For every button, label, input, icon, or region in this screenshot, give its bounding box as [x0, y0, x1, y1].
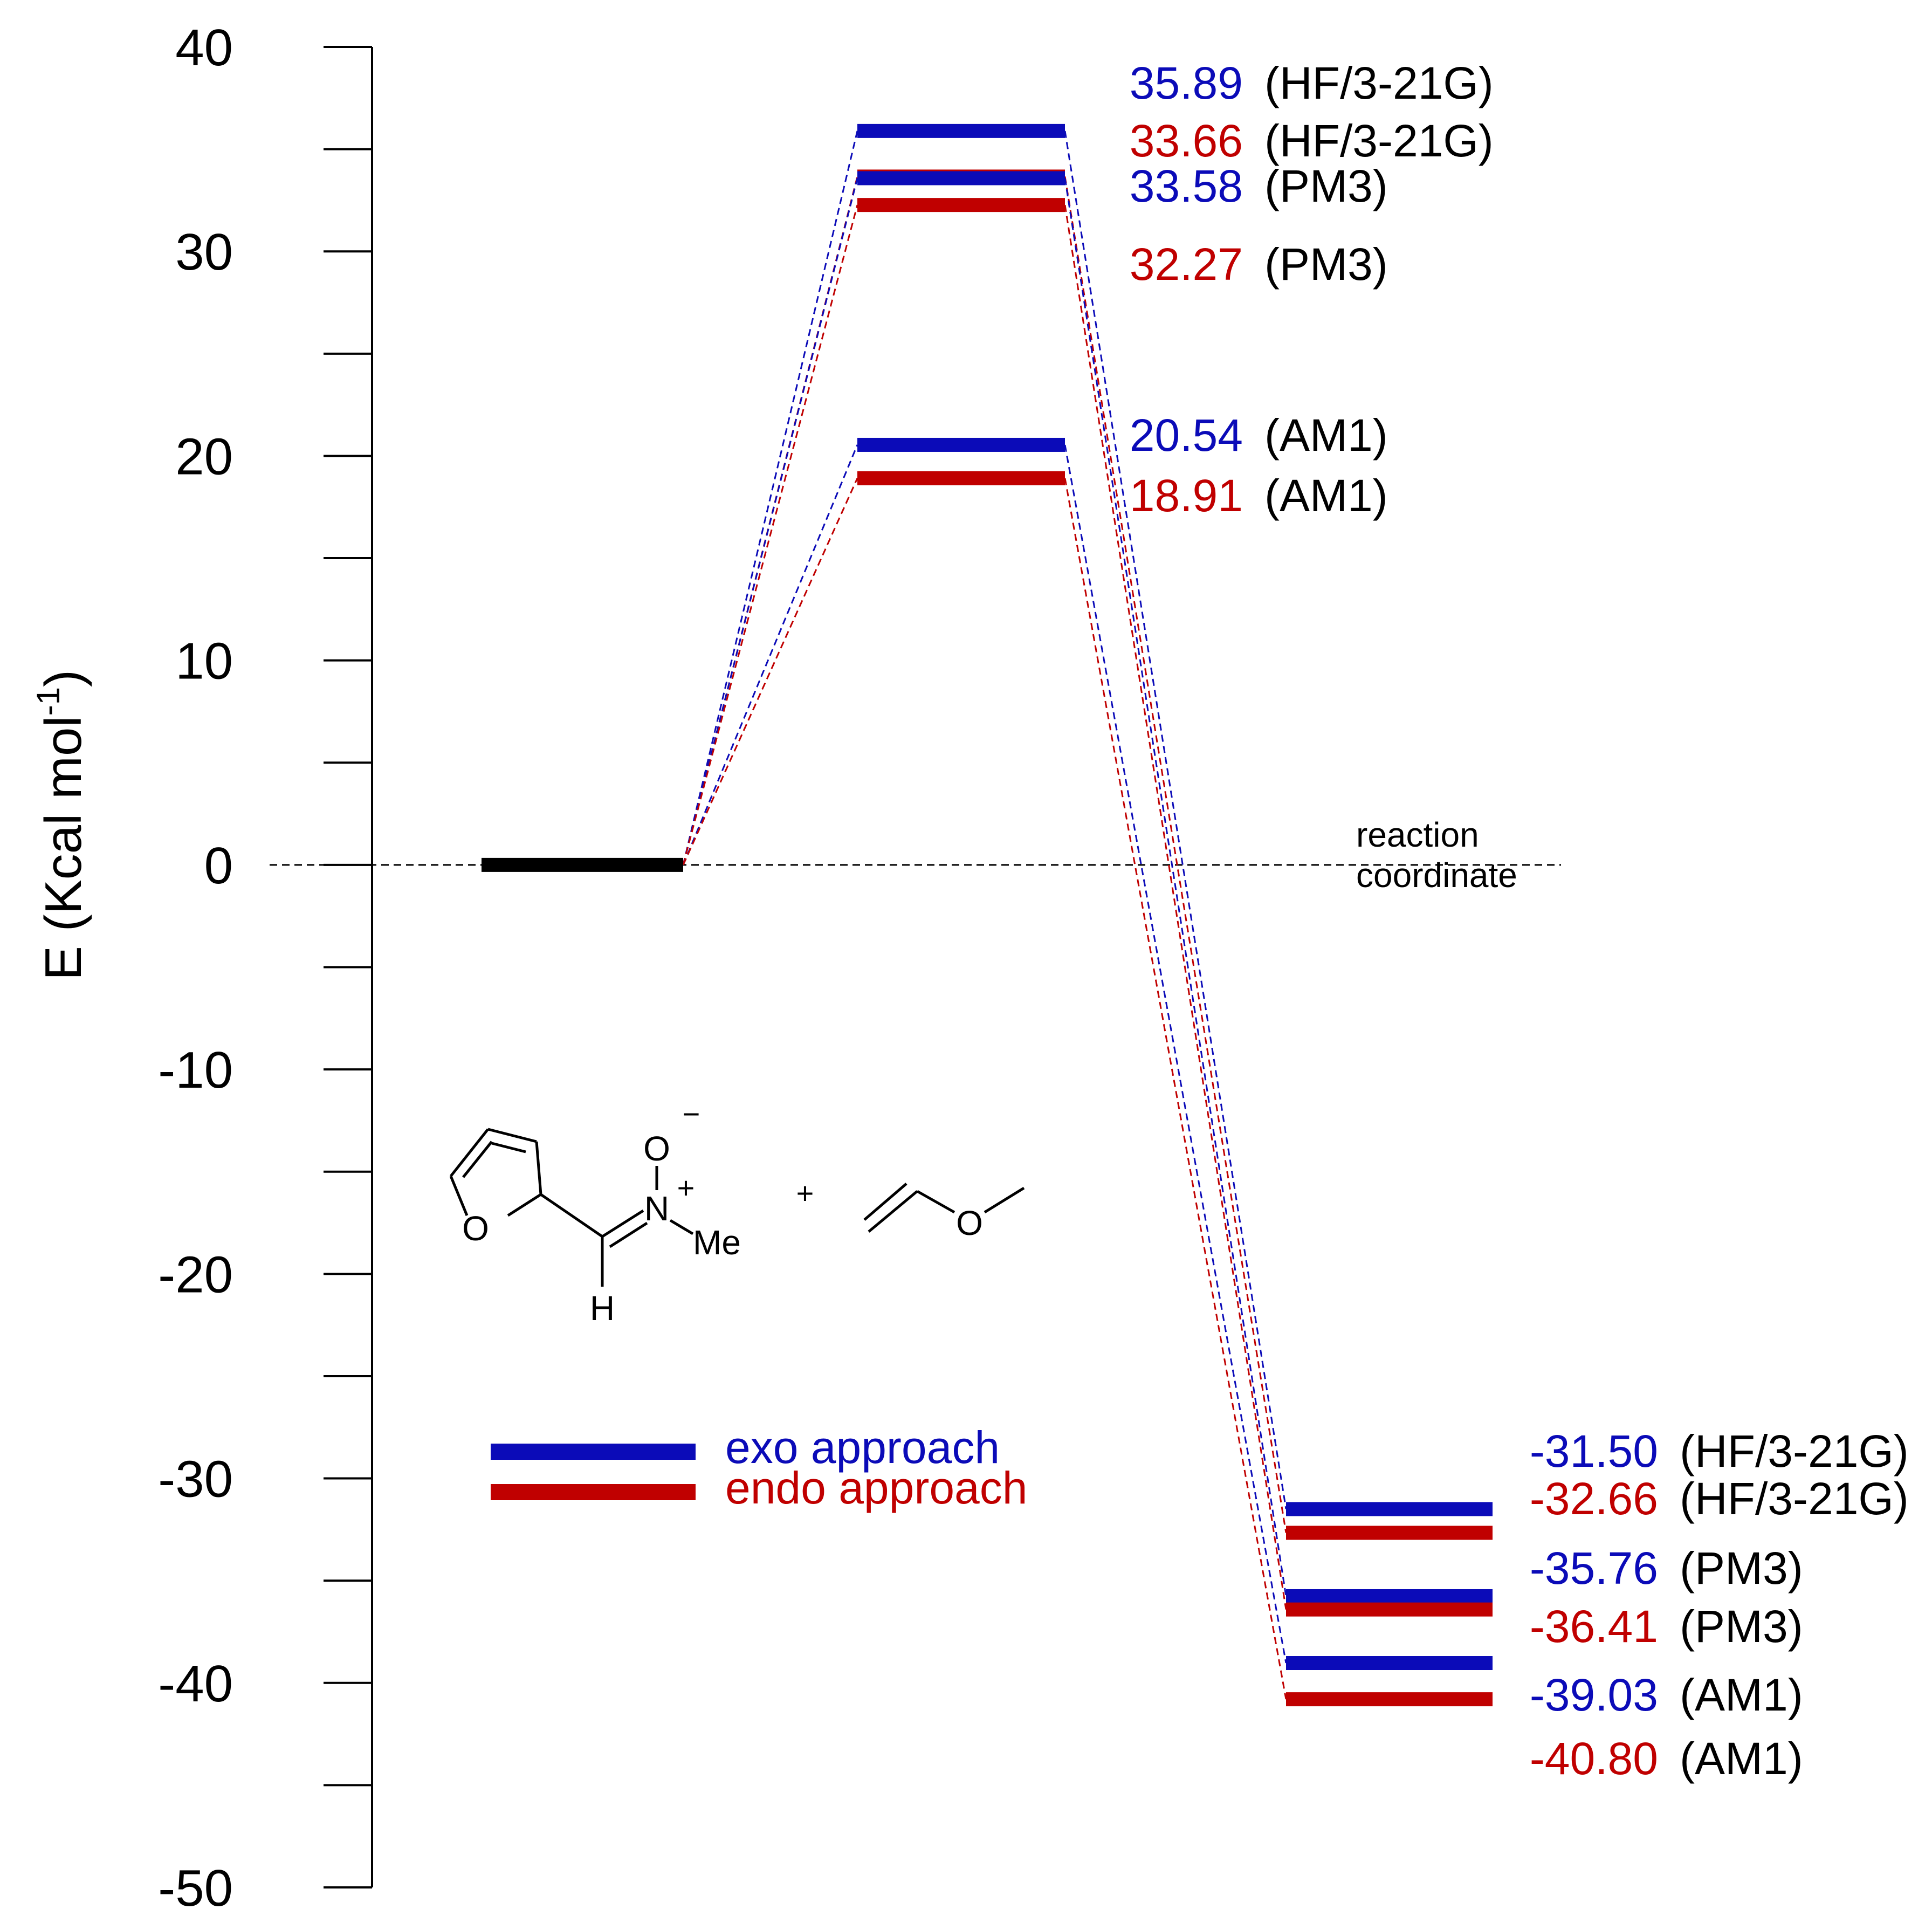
connector-exo	[1064, 131, 1287, 1509]
product-method-label: (AM1)	[1680, 1670, 1803, 1720]
ether-oxygen: O	[956, 1204, 983, 1242]
connector-exo	[682, 178, 858, 866]
oxygen-minus-charge: −	[683, 1097, 700, 1131]
product-method-label: (HF/3-21G)	[1680, 1473, 1909, 1524]
furan-ring	[449, 1128, 542, 1217]
ts-value-label: 33.58	[1130, 161, 1243, 211]
y-axis-title: E (Kcal mol-1)	[30, 670, 92, 980]
ts-level-endo	[857, 471, 1065, 485]
connector-endo	[1064, 478, 1287, 1700]
y-axis-title-sup: -1	[30, 687, 66, 716]
product-value-label: -32.66	[1530, 1473, 1658, 1524]
product-method-label: (PM3)	[1680, 1543, 1803, 1594]
y-tick-label: 0	[204, 837, 233, 895]
ts-method-label: (HF/3-21G)	[1264, 115, 1494, 166]
product-value-label: -31.50	[1530, 1426, 1658, 1476]
y-axis-title-close: )	[35, 670, 92, 687]
furan-oxygen: O	[462, 1209, 489, 1248]
product-value-label: -39.03	[1530, 1670, 1658, 1720]
level-labels: 35.89 (HF/3-21G) 33.66 (HF/3-21G) 33.58 (PM3)…	[1130, 58, 1909, 1784]
connector-endo	[682, 478, 858, 866]
product-level-exo	[1286, 1656, 1493, 1670]
reactant-level	[482, 857, 683, 872]
product-method-label: (AM1)	[1680, 1733, 1803, 1784]
imine-hydrogen: H	[590, 1289, 615, 1328]
methyl-group: Me	[693, 1223, 741, 1262]
reaction-coordinate-label-line1: reaction	[1356, 815, 1479, 854]
ts-level-endo	[857, 198, 1065, 212]
product-method-label: (PM3)	[1680, 1601, 1803, 1652]
energy-levels	[482, 123, 1493, 1707]
reactant-atom-labels: O O − N + Me H + O	[462, 1097, 983, 1328]
ts-value-label: 35.89	[1130, 58, 1243, 108]
ts-method-label: (PM3)	[1264, 239, 1388, 290]
y-tick-label: 20	[175, 428, 233, 485]
product-value-label: -36.41	[1530, 1601, 1658, 1652]
product-value-label: -40.80	[1530, 1733, 1658, 1784]
y-axis-title-main: E (Kcal mol	[35, 716, 92, 980]
legend-label-exo: exo approach	[725, 1422, 1000, 1473]
connector-exo	[682, 444, 858, 866]
legend-label-endo: endo approach	[725, 1462, 1027, 1513]
product-method-label: (HF/3-21G)	[1680, 1426, 1909, 1476]
product-level-endo	[1286, 1692, 1493, 1707]
connector-lines	[682, 131, 1287, 1700]
connector-exo	[682, 131, 858, 866]
product-level-exo	[1286, 1502, 1493, 1516]
reactant-plus-sign: +	[796, 1176, 814, 1210]
ts-value-label: 20.54	[1130, 410, 1243, 461]
nitrone-nitrogen: N	[644, 1189, 669, 1228]
y-tick-label: 10	[175, 633, 233, 690]
y-tick-label: -40	[158, 1655, 233, 1713]
y-tick-label: -50	[158, 1859, 233, 1917]
reaction-coordinate-label-line2: coordinate	[1356, 856, 1517, 895]
y-tick-label: -20	[158, 1246, 233, 1303]
ts-method-label: (AM1)	[1264, 410, 1388, 461]
nitrogen-plus-charge: +	[677, 1171, 695, 1205]
reactant-structures	[449, 1128, 1025, 1287]
y-tick-label: 40	[175, 19, 233, 77]
ts-value-label: 18.91	[1130, 470, 1243, 521]
legend-swatch-endo	[491, 1484, 696, 1500]
product-level-endo	[1286, 1526, 1493, 1540]
product-level-endo	[1286, 1602, 1493, 1617]
legend: exo approach endo approach	[491, 1422, 1027, 1513]
ts-level-exo	[857, 171, 1065, 186]
nitrone-oxygen: O	[643, 1129, 670, 1168]
product-value-label: -35.76	[1530, 1543, 1658, 1594]
product-level-exo	[1286, 1589, 1493, 1603]
connector-exo	[1064, 178, 1287, 1597]
connector-endo	[1064, 176, 1287, 1533]
ts-method-label: (HF/3-21G)	[1264, 58, 1494, 108]
ts-value-label: 32.27	[1130, 239, 1243, 290]
ts-method-label: (PM3)	[1264, 161, 1388, 211]
ts-value-label: 33.66	[1130, 115, 1243, 166]
ts-method-label: (AM1)	[1264, 470, 1388, 521]
connector-exo	[1064, 444, 1287, 1664]
y-axis: 40 30 20 10 0 -10 -20 -30 -40 -50	[158, 19, 373, 1917]
connector-endo	[682, 204, 858, 866]
y-tick-label: -10	[158, 1041, 233, 1099]
y-tick-label: 30	[175, 223, 233, 281]
y-tick-label: -30	[158, 1451, 233, 1508]
ts-level-exo	[857, 123, 1065, 138]
legend-swatch-exo	[491, 1444, 696, 1460]
ts-level-exo	[857, 437, 1065, 452]
